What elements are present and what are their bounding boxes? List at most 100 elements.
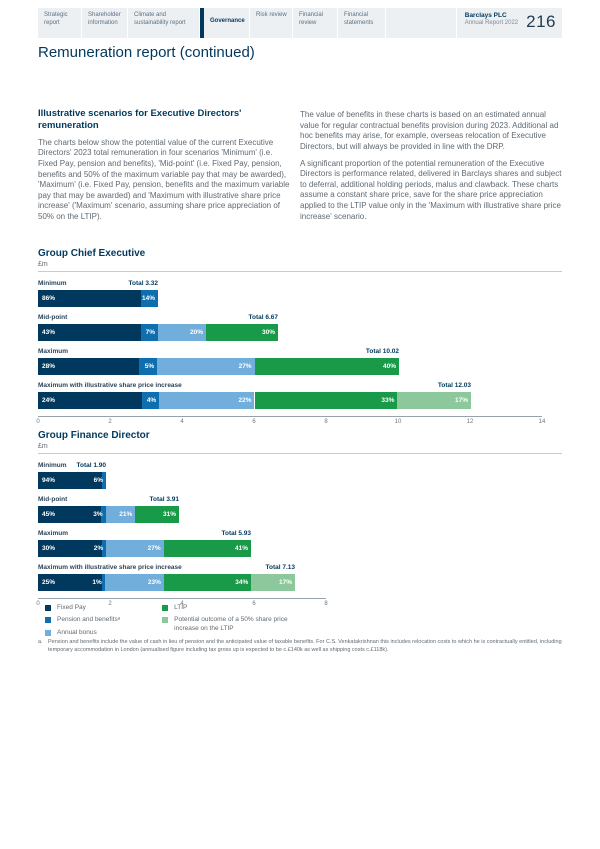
- segment-percent-label: 27%: [238, 363, 252, 370]
- body-paragraph: The value of benefits in these charts is…: [300, 110, 559, 151]
- x-axis-tick-label: 0: [36, 419, 40, 425]
- bar-segment-fixed-pay: 30%: [38, 540, 102, 557]
- page-title: Remuneration report (continued): [38, 44, 255, 61]
- scenario-label: Minimum: [38, 280, 67, 287]
- total-value-label: Total 7.13: [265, 564, 295, 571]
- bar-segment-annual-bonus: 22%: [159, 392, 255, 409]
- nav-tab-climate-and-sustainability-report[interactable]: Climate and sustainability report: [128, 8, 200, 38]
- x-axis-tick-label: 10: [394, 419, 402, 425]
- nav-tab-governance[interactable]: Governance: [200, 8, 250, 38]
- segment-percent-label: 30%: [42, 545, 56, 552]
- segment-percent-label: 6%: [93, 477, 103, 484]
- nav-tab-financial-review[interactable]: Financial review: [293, 8, 338, 38]
- scenario-label: Mid-point: [38, 314, 68, 321]
- intro-right-paragraphs: The value of benefits in these charts is…: [300, 110, 562, 222]
- segment-percent-label: 5%: [144, 363, 155, 370]
- footnote: a. Pension and benefits include the valu…: [38, 639, 562, 654]
- x-axis-tick-label: 14: [538, 419, 546, 425]
- scenario-label: Mid-point: [38, 496, 68, 503]
- segment-percent-label: 2%: [93, 545, 104, 552]
- chart-row-head: Maximum Total 5.93: [38, 530, 251, 538]
- bar-segment-fixed-pay: 43%: [38, 324, 142, 341]
- segment-percent-label: 28%: [42, 363, 56, 370]
- legend-item: LTIP: [162, 604, 309, 612]
- legend-color-chip-fixed-pay: [45, 605, 51, 611]
- chart-unit-label: £m: [38, 443, 48, 450]
- legend-color-chip-ltip: [162, 605, 169, 611]
- x-axis-tick-label: 2: [108, 419, 112, 425]
- nav-tab-shareholder-information[interactable]: Shareholder information: [82, 8, 128, 38]
- segment-percent-label: 17%: [454, 397, 468, 404]
- total-value-label: Total 12.03: [437, 382, 471, 389]
- legend-color-chip-pension-benefits: [45, 617, 51, 624]
- chart-title: Group Chief Executive: [38, 248, 146, 259]
- legend-label: Fixed Pay: [57, 604, 86, 611]
- footnote-marker: a.: [38, 639, 43, 645]
- chart-group-chief-executive: Group Chief Executive £m Minimum Total 3.…: [36, 248, 562, 428]
- chart-row: Maximum with illustrative share price in…: [38, 382, 562, 409]
- segment-percent-label: 3%: [93, 511, 103, 518]
- segment-percent-label: 45%: [42, 511, 56, 518]
- brand-subtitle: Annual Report 2022: [464, 20, 519, 27]
- nav-tab-financial-statements[interactable]: Financial statements: [338, 8, 386, 38]
- bar-segment-ltip: 31%: [135, 506, 179, 523]
- brand-block: Barclays PLC Annual Report 2022: [455, 8, 524, 38]
- segment-percent-label: 34%: [235, 579, 249, 586]
- chart-row-head: Mid-point Total 6.67: [38, 314, 278, 322]
- segment-percent-label: 4%: [146, 397, 157, 404]
- body-paragraph: The charts below show the potential valu…: [38, 137, 290, 222]
- total-value-label: Total 6.67: [248, 314, 278, 321]
- chart-row-head: Maximum Total 10.02: [38, 348, 399, 356]
- x-axis-tick-label: 12: [466, 419, 474, 425]
- x-axis: 0 2 4 6 8: [36, 598, 328, 610]
- stacked-bar: 86% 14%: [38, 290, 158, 307]
- header-spacer: [386, 8, 456, 38]
- bar-segment-pension-benefits: 6%: [94, 472, 106, 489]
- segment-percent-label: 17%: [278, 579, 292, 586]
- chart-body: Minimum Total 3.32 86% 14% Mid-point Total 6.…: [36, 280, 562, 428]
- bar-segment-pension-benefits: 2%: [94, 540, 107, 557]
- chart-unit-label: £m: [38, 261, 48, 268]
- chart-row-head: Minimum Total 3.32: [38, 280, 158, 288]
- bar-segment-ltip: 30%: [206, 324, 278, 341]
- segment-percent-label: 1%: [92, 579, 102, 586]
- total-value-label: Total 5.93: [221, 530, 251, 537]
- bar-segment-annual-bonus: 27%: [106, 540, 164, 557]
- segment-percent-label: 30%: [261, 329, 275, 336]
- bar-segment-ltip: 41%: [163, 540, 251, 557]
- bar-segment-annual-bonus: 21%: [105, 506, 136, 523]
- chart-row-head: Maximum with illustrative share price in…: [38, 382, 471, 390]
- nav-tab-strategic-report[interactable]: Strategic report: [38, 8, 82, 38]
- bar-segment-pension-benefits: 7%: [141, 324, 158, 341]
- chart-rule: [38, 453, 562, 454]
- total-value-label: Total 1.90: [76, 462, 106, 469]
- legend-label: Annual bonus: [57, 628, 97, 636]
- segment-percent-label: 41%: [234, 545, 248, 552]
- legend-item: Potential outcome of a 50% share price i…: [162, 616, 309, 633]
- legend-color-chip-ltip-increase: [162, 617, 169, 624]
- chart-title: Group Finance Director: [38, 430, 150, 441]
- bar-segment-fixed-pay: 28%: [38, 358, 140, 375]
- x-axis-tick-label: 6: [252, 419, 256, 425]
- scenario-label: Minimum: [38, 462, 67, 469]
- bar-segment-fixed-pay: 86%: [38, 290, 142, 307]
- total-value-label: Total 3.91: [149, 496, 179, 503]
- legend-label: LTIP: [174, 604, 188, 611]
- brand-name: Barclays PLC: [464, 12, 507, 19]
- header-tabs: Strategic report Shareholder information C…: [38, 8, 386, 38]
- chart-row: Maximum with illustrative share price in…: [38, 564, 562, 591]
- bar-segment-ltip: 40%: [254, 358, 399, 375]
- x-axis-tick-label: 4: [180, 419, 184, 425]
- segment-percent-label: 14%: [141, 295, 155, 302]
- segment-percent-label: 23%: [147, 579, 161, 586]
- bar-segment-ltip-increase: 17%: [251, 574, 295, 591]
- nav-tab-risk-review[interactable]: Risk review: [250, 8, 293, 38]
- chart-row-head: Minimum Total 1.90: [38, 462, 106, 470]
- stacked-bar: 94% 6%: [38, 472, 106, 489]
- chart-row-head: Maximum with illustrative share price in…: [38, 564, 295, 572]
- intro-left-paragraphs: The charts below show the potential valu…: [38, 138, 290, 223]
- bar-segment-pension-benefits: 5%: [139, 358, 158, 375]
- chart-row: Maximum Total 5.93 30% 2% 27% 41%: [38, 530, 562, 557]
- footnote-text: Pension and benefits include the value o…: [48, 639, 562, 653]
